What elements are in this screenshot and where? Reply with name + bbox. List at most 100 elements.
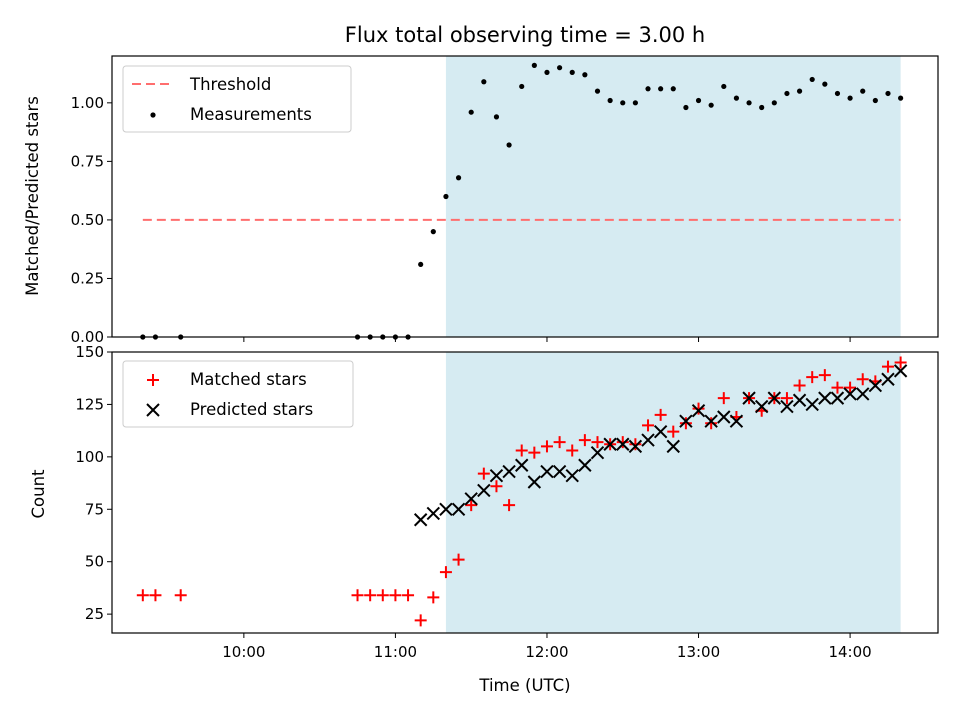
legend-threshold-label: Threshold	[189, 75, 271, 94]
measurement-point	[834, 90, 841, 97]
bottom-y-tick-label: 50	[85, 553, 104, 571]
matched-star-point	[566, 444, 579, 457]
matched-star-point	[806, 371, 819, 384]
predicted-star-point	[717, 410, 731, 424]
predicted-star-point	[603, 437, 617, 451]
legend-predicted-label: Predicted stars	[190, 400, 313, 419]
predicted-star-point	[628, 439, 643, 454]
x-tick-label: 10:00	[222, 643, 265, 661]
top-legend-box	[122, 65, 352, 133]
matched-star-point	[818, 369, 831, 382]
predicted-star-point	[780, 399, 794, 414]
predicted-star-point	[818, 391, 832, 405]
predicted-star-point	[704, 414, 718, 428]
measurement-point	[708, 102, 714, 108]
measurement-point	[544, 69, 550, 75]
bottom-y-ticks: 25 50 75 100 125 150	[75, 343, 112, 623]
measurement-points	[140, 62, 904, 340]
measurement-point	[683, 104, 689, 111]
measurement-point	[885, 90, 891, 97]
measurement-point	[506, 142, 512, 148]
predicted-star-point	[489, 469, 504, 483]
matched-star-point	[553, 436, 566, 449]
matched-star-point	[503, 499, 516, 512]
predicted-star-point	[691, 404, 706, 418]
measurement-point	[620, 100, 626, 106]
bottom-y-tick-label: 75	[85, 500, 104, 518]
top-y-axis-label: Matched/Predicted stars	[23, 96, 42, 296]
predicted-star-point	[578, 458, 592, 472]
measurement-point	[784, 90, 790, 97]
predicted-star-point	[666, 439, 680, 454]
measurement-point	[519, 83, 525, 90]
top-legend: Threshold Measurements	[122, 65, 352, 133]
measurement-point	[455, 175, 462, 181]
predicted-star-point	[616, 437, 630, 451]
predicted-star-point	[805, 397, 819, 412]
matched-star-point	[439, 566, 452, 579]
predicted-star-point	[830, 391, 845, 405]
predicted-star-point	[527, 475, 542, 489]
measurement-point	[695, 97, 702, 104]
x-axis-label: Time (UTC)	[478, 676, 570, 695]
measurement-point	[468, 109, 474, 115]
predicted-star-point	[477, 483, 491, 498]
matched-star-point	[667, 425, 680, 438]
x-tick-label: 11:00	[374, 643, 417, 661]
matched-star-point	[174, 589, 187, 602]
bottom-panel: 25 50 75 100 125 150 10:00 11:00 12:00 13:00 14:0…	[29, 343, 939, 695]
bottom-y-tick-label: 125	[75, 395, 104, 413]
predicted-stars-points	[413, 364, 908, 527]
top-y-tick-label: 0.00	[71, 328, 104, 346]
predicted-star-point	[742, 391, 756, 405]
measurement-point	[557, 65, 563, 71]
matched-star-point	[831, 381, 844, 394]
predicted-star-point	[881, 372, 895, 386]
matched-star-point	[351, 589, 364, 602]
matched-star-point	[528, 446, 541, 459]
bottom-x-ticks: 10:00 11:00 12:00 13:00 14:00	[222, 633, 872, 661]
measurement-point	[822, 81, 828, 87]
top-y-tick-label: 0.50	[71, 211, 104, 229]
matched-star-point	[389, 589, 402, 602]
measurement-point	[898, 95, 904, 101]
x-tick-label: 12:00	[525, 643, 568, 661]
x-tick-label: 13:00	[677, 643, 720, 661]
matched-star-point	[149, 589, 162, 602]
top-axes-frame	[111, 55, 939, 338]
bottom-y-tick-label: 100	[75, 448, 104, 466]
predicted-star-point	[679, 414, 693, 428]
predicted-star-point	[426, 506, 441, 521]
matched-star-point	[793, 379, 806, 392]
matched-star-point	[376, 589, 389, 602]
predicted-star-point	[767, 391, 782, 405]
predicted-star-point	[502, 464, 516, 479]
measurement-point	[594, 88, 601, 94]
observing-window-top	[445, 56, 901, 337]
measurement-point	[721, 83, 727, 90]
matched-star-point	[427, 591, 440, 604]
bottom-y-axis-label: Count	[29, 469, 48, 519]
measurement-point	[443, 193, 449, 200]
predicted-star-point	[868, 378, 883, 393]
matched-star-point	[705, 417, 718, 430]
predicted-star-point	[540, 464, 554, 479]
predicted-star-point	[792, 393, 807, 407]
matched-star-point	[477, 467, 490, 480]
predicted-star-point	[653, 424, 668, 439]
measurement-point	[670, 86, 676, 92]
measurement-point	[796, 88, 803, 94]
x-tick-label: 14:00	[828, 643, 871, 661]
measurement-point	[746, 100, 752, 106]
measurement-point	[658, 86, 664, 92]
predicted-star-point	[856, 387, 870, 401]
matched-star-point	[136, 589, 149, 602]
measurement-point	[872, 97, 878, 104]
bottom-y-tick-label: 25	[85, 605, 104, 623]
measurement-point	[430, 229, 436, 235]
matched-star-point	[717, 392, 730, 405]
measurement-point	[645, 86, 651, 92]
matched-star-point	[540, 440, 553, 453]
matched-star-point	[642, 419, 655, 432]
